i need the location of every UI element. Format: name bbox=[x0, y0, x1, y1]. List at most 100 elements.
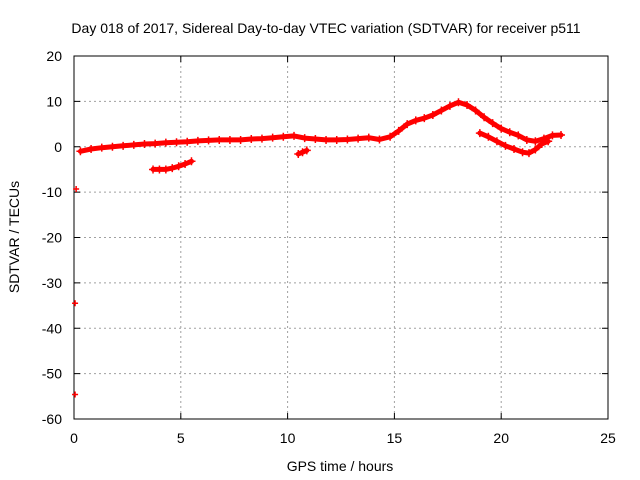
data-point bbox=[294, 150, 303, 159]
y-tick-label: -10 bbox=[42, 184, 62, 200]
data-point bbox=[236, 135, 245, 144]
data-point bbox=[72, 391, 79, 398]
data-point bbox=[322, 135, 331, 144]
series-lower-branch bbox=[475, 129, 553, 158]
data-point bbox=[497, 124, 506, 133]
data-point bbox=[471, 106, 480, 115]
data-point bbox=[343, 135, 352, 144]
data-point bbox=[484, 132, 493, 141]
data-point bbox=[129, 140, 138, 149]
data-point bbox=[454, 98, 463, 107]
y-tick-label: -60 bbox=[42, 411, 62, 427]
data-point bbox=[257, 134, 266, 143]
data-point bbox=[172, 138, 181, 147]
x-tick-label: 10 bbox=[280, 430, 296, 446]
data-point bbox=[302, 146, 311, 155]
x-tick-label: 20 bbox=[493, 430, 509, 446]
data-point bbox=[537, 140, 546, 149]
data-point bbox=[403, 120, 412, 129]
data-point bbox=[332, 135, 341, 144]
data-point bbox=[161, 138, 170, 147]
series-secondary-segment bbox=[149, 157, 196, 174]
y-tick-label: 0 bbox=[54, 139, 62, 155]
data-point bbox=[187, 157, 196, 166]
data-point bbox=[204, 136, 213, 145]
x-axis-label: GPS time / hours bbox=[287, 458, 394, 474]
grid-lines bbox=[74, 56, 608, 419]
data-point bbox=[480, 113, 489, 122]
data-point bbox=[531, 145, 540, 154]
series-isolated-points bbox=[72, 185, 80, 398]
data-point bbox=[437, 106, 446, 115]
data-point bbox=[119, 141, 128, 150]
data-point bbox=[428, 110, 437, 119]
y-tick-label: 10 bbox=[46, 93, 62, 109]
data-point bbox=[354, 134, 363, 143]
data-point bbox=[140, 140, 149, 149]
data-point bbox=[548, 131, 557, 140]
data-point bbox=[510, 145, 519, 154]
data-point bbox=[225, 135, 234, 144]
x-tick-label: 25 bbox=[600, 430, 616, 446]
x-axis-ticks: 0 5 10 15 20 25 bbox=[70, 56, 616, 446]
data-point bbox=[174, 162, 183, 171]
data-point bbox=[501, 141, 510, 150]
data-point bbox=[73, 185, 80, 192]
data-point bbox=[193, 136, 202, 145]
x-tick-label: 0 bbox=[70, 430, 78, 446]
data-point bbox=[298, 148, 307, 157]
data-point bbox=[215, 135, 224, 144]
data-point bbox=[375, 135, 384, 144]
data-point bbox=[411, 116, 420, 125]
series-main-band bbox=[76, 98, 566, 156]
data-point bbox=[87, 145, 96, 154]
data-point bbox=[463, 101, 472, 110]
y-axis-ticks: 20 10 0 -10 -20 -30 -40 -50 -60 bbox=[42, 48, 608, 427]
data-point bbox=[445, 101, 454, 110]
data-point bbox=[364, 133, 373, 142]
data-point bbox=[161, 165, 170, 174]
y-axis-label: SDTVAR / TECUs bbox=[6, 181, 22, 293]
data-point bbox=[394, 126, 403, 135]
data-point bbox=[76, 147, 85, 156]
data-point bbox=[97, 143, 106, 152]
data-point bbox=[544, 137, 553, 146]
chart-title: Day 018 of 2017, Sidereal Day-to-day VTE… bbox=[71, 20, 580, 36]
data-points bbox=[72, 98, 566, 398]
data-point bbox=[183, 137, 192, 146]
data-point bbox=[151, 139, 160, 148]
series-short-segment bbox=[294, 146, 311, 159]
data-point bbox=[311, 135, 320, 144]
data-point bbox=[386, 132, 395, 141]
y-tick-label: -40 bbox=[42, 320, 62, 336]
data-point bbox=[531, 137, 540, 146]
data-point bbox=[279, 132, 288, 141]
y-tick-label: -50 bbox=[42, 366, 62, 382]
data-point bbox=[488, 119, 497, 128]
data-point bbox=[290, 131, 299, 140]
x-tick-label: 15 bbox=[387, 430, 403, 446]
x-tick-label: 5 bbox=[177, 430, 185, 446]
data-point bbox=[420, 114, 429, 123]
data-point bbox=[300, 134, 309, 143]
data-point bbox=[505, 128, 514, 137]
data-point bbox=[168, 164, 177, 173]
data-point bbox=[247, 135, 256, 144]
data-point bbox=[108, 142, 117, 151]
data-point bbox=[557, 130, 566, 139]
data-point bbox=[524, 149, 533, 158]
y-tick-label: -30 bbox=[42, 275, 62, 291]
data-point bbox=[475, 129, 484, 138]
data-point bbox=[492, 137, 501, 146]
y-tick-label: -20 bbox=[42, 230, 62, 246]
data-point bbox=[268, 133, 277, 142]
data-point bbox=[518, 148, 527, 157]
series-band bbox=[477, 130, 551, 156]
data-point bbox=[72, 300, 79, 307]
data-point bbox=[522, 135, 531, 144]
y-tick-label: 20 bbox=[46, 48, 62, 64]
data-point bbox=[514, 131, 523, 140]
data-point bbox=[181, 159, 190, 168]
